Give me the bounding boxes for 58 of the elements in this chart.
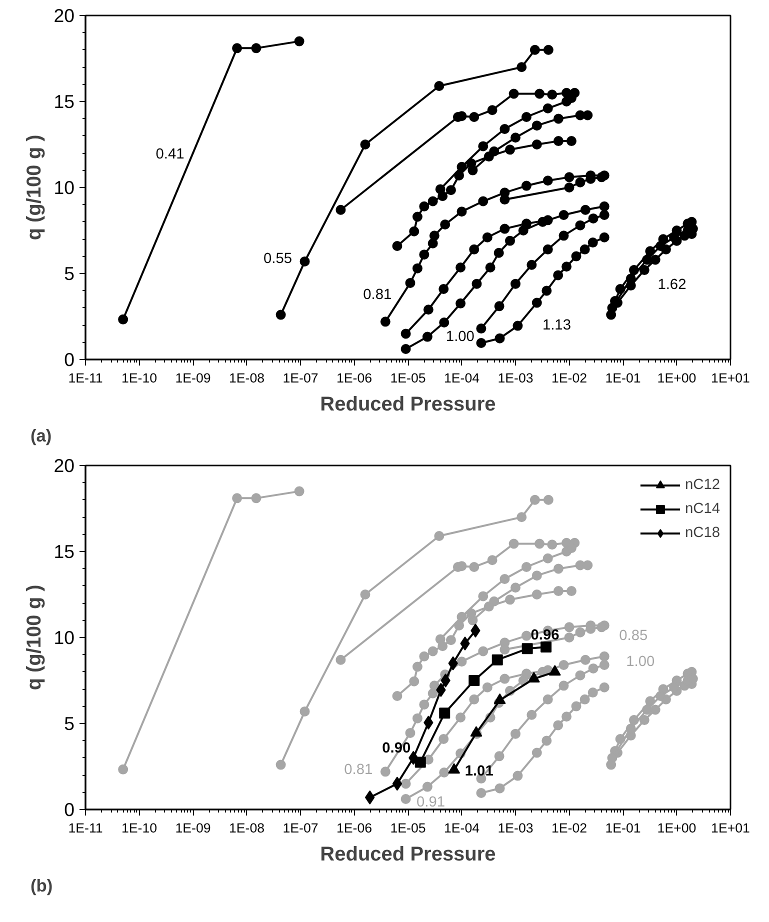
x-tick-label: 1E-04 [444,370,480,386]
x-tick-label: 1E-05 [390,370,426,386]
x-tick-label: 1E-07 [282,820,318,836]
annotation: 0.90 [382,740,411,756]
x-tick-label: 1E+00 [657,820,696,836]
y-tick-label: 20 [54,5,75,26]
x-axis-title: Reduced Pressure [320,394,496,416]
annotation: 1.62 [658,276,686,293]
annotation: 1.00 [446,329,474,346]
y-tick-label: 15 [54,541,75,562]
y-tick-label: 10 [54,627,75,648]
x-tick-label: 1E+01 [711,370,750,386]
x-tick-label: 1E-01 [605,820,641,836]
y-tick-label: 20 [54,455,75,476]
y-tick-label: 5 [64,713,75,734]
annotation: 0.96 [530,627,560,644]
x-tick-label: 1E-10 [121,820,158,836]
x-tick-label: 1E+01 [711,820,750,836]
annotation: 0.91 [416,794,446,811]
y-axis-title: q (g/100 g ) [24,584,46,690]
x-tick-label: 1E-03 [498,820,534,836]
x-tick-label: 1E-09 [175,370,211,386]
x-tick-label: 1E-01 [605,370,641,386]
annotation: 1.13 [542,317,571,334]
x-tick-label: 1E-10 [121,370,158,386]
x-tick-label: 1E-05 [390,820,426,836]
x-tick-label: 1E-06 [336,820,372,836]
annotation: 1.00 [626,654,655,670]
annotation: 0.81 [363,287,392,304]
x-tick-label: 1E-02 [551,370,588,386]
x-tick-label: 1E-02 [551,820,588,836]
x-tick-label: 1E-08 [228,370,265,386]
x-tick-label: 1E-11 [68,820,103,836]
y-tick-label: 0 [64,349,75,370]
legend-label: nC12 [684,477,720,493]
legend-label: nC18 [684,525,720,541]
y-tick-label: 5 [64,263,75,284]
annotation: 0.55 [263,250,292,267]
x-tick-label: 1E-07 [282,370,318,386]
annotation: 0.41 [156,146,184,163]
text: (b) [30,876,53,896]
x-tick-label: 1E+00 [657,370,696,386]
text: (a) [30,426,52,446]
x-tick-label: 1E-11 [68,370,103,386]
y-tick-label: 15 [54,91,75,112]
annotation: 1.01 [464,763,494,780]
x-tick-label: 1E-06 [336,370,372,386]
x-tick-label: 1E-09 [175,820,211,836]
legend-label: nC14 [684,501,720,517]
x-tick-label: 1E-08 [228,820,265,836]
y-tick-label: 10 [54,177,75,198]
x-axis-title: Reduced Pressure [320,844,496,866]
annotation: 0.81 [344,762,373,778]
y-tick-label: 0 [64,799,75,820]
annotation: 0.85 [619,628,648,644]
x-tick-label: 1E-04 [444,820,480,836]
x-tick-label: 1E-03 [498,370,534,386]
y-axis-title: q (g/100 g ) [24,134,46,240]
